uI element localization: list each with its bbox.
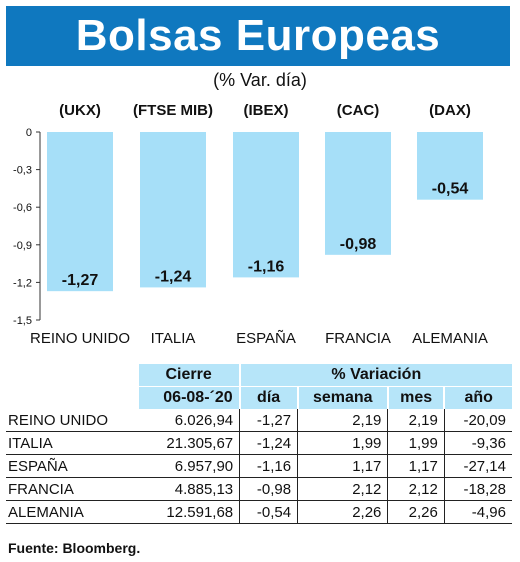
category-label: ITALIA (151, 330, 196, 347)
y-tick-label: -0,3 (13, 165, 32, 177)
y-tick-label: -0,9 (13, 240, 32, 252)
header-anio: año (443, 386, 512, 409)
header-semana: semana (296, 386, 388, 409)
row-anio: -27,14 (443, 454, 512, 478)
row-name: ESPAÑA (6, 454, 139, 478)
value-label: -1,16 (248, 258, 285, 275)
row-semana: 2,19 (297, 409, 388, 432)
row-cierre: 6.957,90 (138, 454, 240, 478)
row-semana: 1,17 (297, 454, 388, 478)
row-semana: 2,12 (297, 477, 388, 501)
y-tick-label: -1,5 (13, 315, 32, 327)
row-dia: -0,98 (239, 477, 298, 501)
y-tick-label: -1,2 (13, 277, 32, 289)
value-label: -0,54 (432, 181, 469, 198)
table-row: REINO UNIDO 6.026,94 -1,27 2,19 2,19 -20… (6, 409, 512, 432)
header-blank-2 (6, 386, 139, 409)
row-dia: -1,27 (239, 409, 298, 432)
table-row: ESPAÑA 6.957,90 -1,16 1,17 1,17 -27,14 (6, 454, 512, 478)
row-semana: 2,26 (297, 500, 388, 524)
header-blank (6, 364, 139, 387)
y-tick-label: -0,6 (13, 202, 32, 214)
table-row: ITALIA 21.305,67 -1,24 1,99 1,99 -9,36 (6, 431, 512, 455)
header-mes: mes (386, 386, 445, 409)
bar-chart: 0 -0,3 -0,6 -0,9 -1,2 -1,5 (UKX) -1,27 REINO UN… (13, 102, 488, 347)
category-label: FRANCIA (325, 330, 391, 347)
row-anio: -9,36 (443, 431, 512, 455)
row-dia: -0,54 (239, 500, 298, 524)
row-cierre: 4.885,13 (138, 477, 240, 501)
row-cierre: 12.591,68 (138, 500, 240, 524)
value-label: -1,27 (62, 272, 99, 289)
category-label: REINO UNIDO (30, 330, 130, 347)
bar (233, 132, 299, 278)
row-name: REINO UNIDO (6, 409, 139, 432)
category-label: ALEMANIA (412, 330, 488, 347)
bar (417, 132, 483, 200)
row-mes: 2,19 (387, 409, 445, 432)
bar (47, 132, 113, 292)
row-semana: 1,99 (297, 431, 388, 455)
row-name: FRANCIA (6, 477, 139, 501)
bar (140, 132, 206, 288)
row-anio: -20,09 (443, 409, 512, 432)
row-anio: -4,96 (443, 500, 512, 524)
chart-subtitle: (% Var. día) (213, 70, 307, 90)
header-date: 06-08-´20 (138, 386, 240, 409)
value-label: -0,98 (340, 236, 377, 253)
header-variacion: % Variación (238, 364, 512, 387)
header-dia: día (238, 386, 298, 409)
row-cierre: 21.305,67 (138, 431, 240, 455)
stock-table: Cierre % Variación 06-08-´20 día semana … (6, 364, 512, 524)
bar (325, 132, 391, 255)
source-note: Fuente: Bloomberg. (8, 540, 141, 556)
bars-group (47, 132, 483, 292)
title-bar: Bolsas Europeas (6, 6, 510, 66)
row-dia: -1,24 (239, 431, 298, 455)
index-label: (FTSE MIB) (133, 102, 213, 119)
row-mes: 1,99 (387, 431, 445, 455)
row-name: ALEMANIA (6, 500, 139, 524)
row-anio: -18,28 (443, 477, 512, 501)
row-dia: -1,16 (239, 454, 298, 478)
index-label: (IBEX) (244, 102, 289, 119)
labels-group: (UKX) -1,27 REINO UNIDO (FTSE MIB) -1,24 ITAL… (30, 102, 488, 347)
row-mes: 2,12 (387, 477, 445, 501)
row-cierre: 6.026,94 (138, 409, 240, 432)
table-row: FRANCIA 4.885,13 -0,98 2,12 2,12 -18,28 (6, 477, 512, 501)
row-mes: 1,17 (387, 454, 445, 478)
category-label: ESPAÑA (236, 330, 296, 347)
y-tick-label: 0 (26, 127, 32, 139)
index-label: (UKX) (59, 102, 101, 119)
row-name: ITALIA (6, 431, 139, 455)
table-row: ALEMANIA 12.591,68 -0,54 2,26 2,26 -4,96 (6, 500, 512, 524)
value-label: -1,24 (155, 268, 192, 285)
header-cierre: Cierre (138, 364, 240, 387)
y-axis: 0 -0,3 -0,6 -0,9 -1,2 -1,5 (13, 127, 41, 327)
index-label: (DAX) (429, 102, 471, 119)
row-mes: 2,26 (387, 500, 445, 524)
index-label: (CAC) (337, 102, 380, 119)
page-title: Bolsas Europeas (75, 11, 441, 60)
